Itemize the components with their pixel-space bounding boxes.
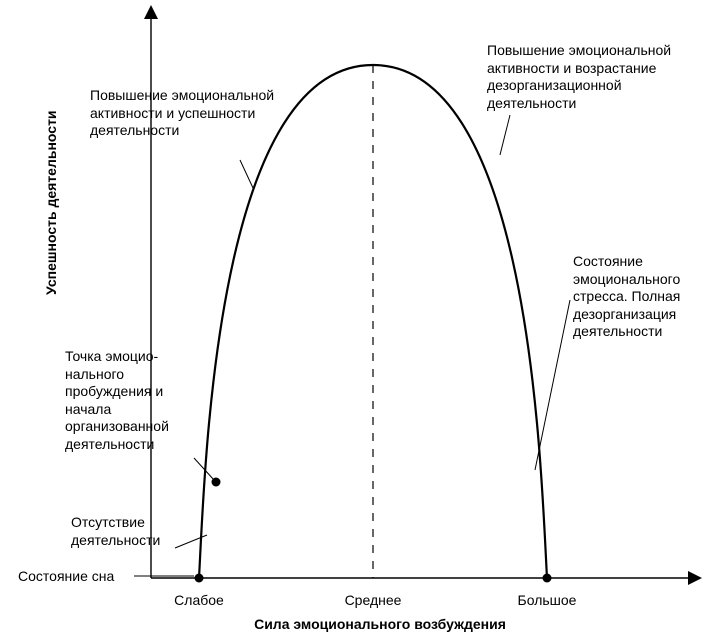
xtick-medium: Среднее bbox=[333, 592, 413, 608]
chart-container: Успешность деятельности Сила эмоциональн… bbox=[0, 0, 707, 641]
annotation-sleep: Состояние сна bbox=[18, 568, 114, 584]
xtick-weak: Слабое bbox=[159, 592, 239, 608]
annotation-stress: Состояние эмоционального стресса. Полная… bbox=[573, 253, 707, 341]
annotation-absence: Отсутствие деятельности bbox=[71, 514, 191, 549]
annotation-rising: Повышение эмоциональной активности и усп… bbox=[90, 87, 312, 140]
annotation-falling: Повышение эмоциональной активности и воз… bbox=[487, 42, 705, 112]
x-axis-title: Сила эмоционального возбуждения bbox=[180, 616, 580, 632]
annotation-awakening: Точка эмоцио- нального пробуждения и нач… bbox=[65, 348, 195, 453]
y-axis-title: Успешность деятельности bbox=[43, 110, 59, 295]
xtick-large: Большое bbox=[507, 592, 587, 608]
